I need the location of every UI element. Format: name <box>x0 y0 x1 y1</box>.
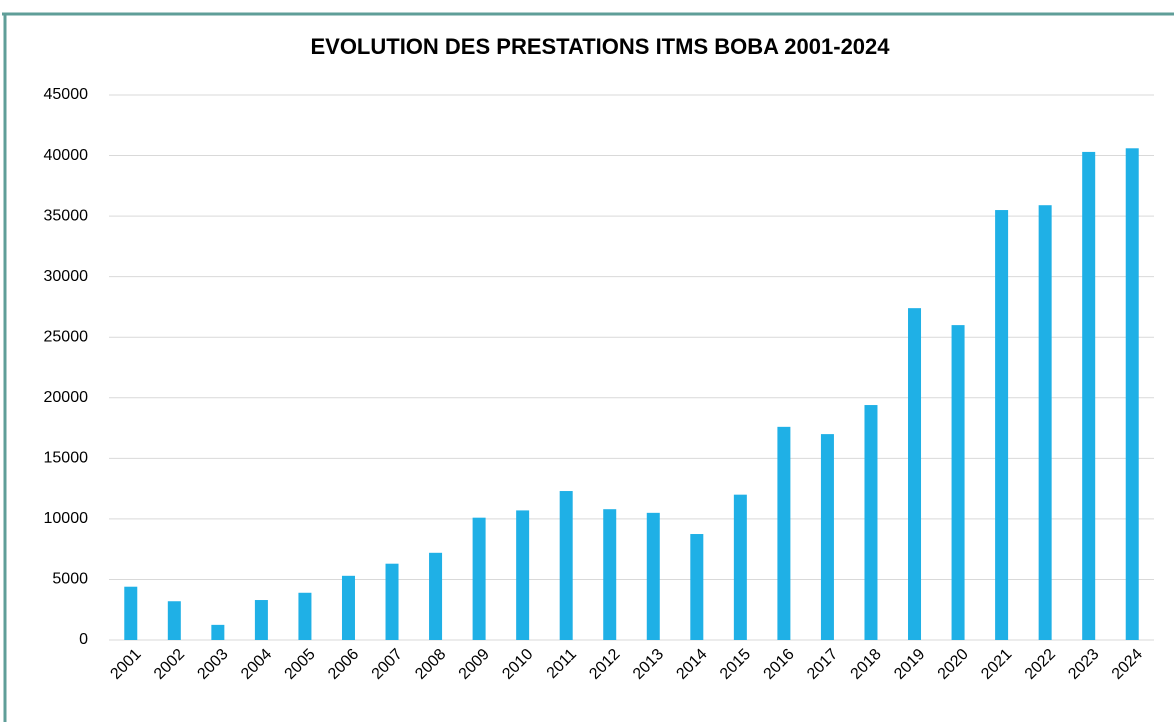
bar <box>254 600 268 640</box>
bar <box>908 308 922 640</box>
x-tick-label: 2009 <box>456 646 493 683</box>
x-tick-label: 2020 <box>935 646 972 683</box>
x-tick-label: 2006 <box>325 646 362 683</box>
bar <box>429 552 443 640</box>
bar <box>951 325 965 640</box>
x-tick-label: 2010 <box>499 646 536 683</box>
x-tick-label: 2015 <box>717 646 754 683</box>
x-tick-label: 2005 <box>282 646 319 683</box>
y-tick-label: 15000 <box>44 450 89 467</box>
y-tick-label: 45000 <box>44 86 89 103</box>
bar <box>864 405 878 640</box>
y-tick-label: 10000 <box>44 510 89 527</box>
bar <box>298 592 312 640</box>
x-tick-label: 2004 <box>238 646 275 683</box>
bar <box>733 494 747 640</box>
bar <box>1125 148 1139 641</box>
x-tick-label: 2024 <box>1109 646 1146 683</box>
y-tick-label: 35000 <box>44 207 89 224</box>
x-tick-label: 2023 <box>1065 646 1102 683</box>
bar <box>777 426 791 640</box>
x-tick-label: 2002 <box>151 646 188 683</box>
y-tick-label: 25000 <box>44 328 89 345</box>
bar <box>516 510 530 640</box>
x-tick-label: 2013 <box>630 646 667 683</box>
x-tick-label: 2022 <box>1022 646 1059 683</box>
bar <box>341 575 355 640</box>
bar <box>690 534 704 640</box>
x-tick-label: 2016 <box>761 646 798 683</box>
x-tick-label: 2014 <box>673 646 710 683</box>
x-tick-label: 2001 <box>107 646 144 683</box>
x-tick-label: 2017 <box>804 646 841 683</box>
bar <box>211 624 225 640</box>
y-tick-label: 20000 <box>44 389 89 406</box>
y-tick-label: 0 <box>79 631 88 648</box>
bar <box>559 491 573 640</box>
bar <box>603 509 617 640</box>
x-tick-label: 2018 <box>848 646 885 683</box>
x-tick-label: 2012 <box>586 646 623 683</box>
bar <box>167 601 181 640</box>
y-tick-label: 30000 <box>44 268 89 285</box>
bar <box>1082 151 1096 640</box>
bar <box>995 210 1009 641</box>
bar <box>124 586 138 640</box>
x-tick-label: 2008 <box>412 646 449 683</box>
chart-title: EVOLUTION DES PRESTATIONS ITMS BOBA 2001… <box>310 34 890 59</box>
x-tick-label: 2019 <box>891 646 928 683</box>
x-tick-label: 2011 <box>544 646 580 682</box>
x-tick-label: 2021 <box>978 646 1015 683</box>
bar <box>1038 205 1052 640</box>
y-tick-label: 40000 <box>44 147 89 164</box>
bar <box>646 512 660 640</box>
y-tick-label: 5000 <box>52 571 88 588</box>
bar <box>472 517 486 640</box>
bar <box>820 434 834 640</box>
bar <box>385 563 399 640</box>
x-tick-label: 2003 <box>194 646 231 683</box>
x-tick-label: 2007 <box>369 646 406 683</box>
